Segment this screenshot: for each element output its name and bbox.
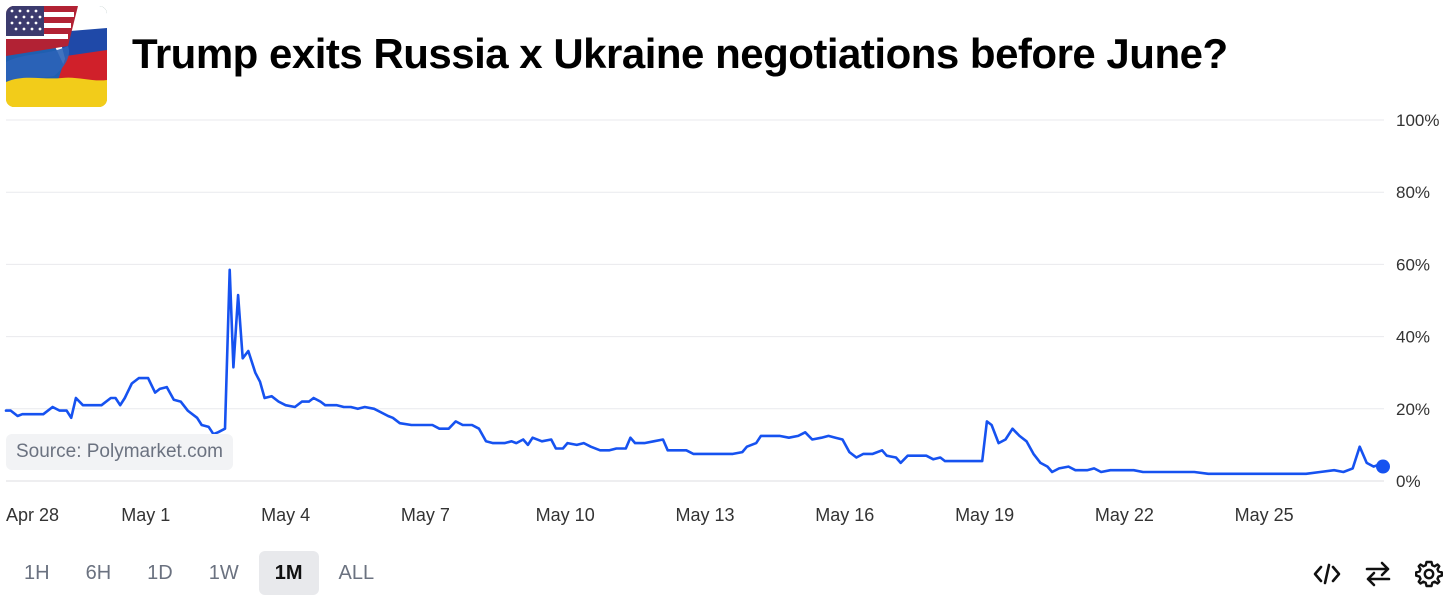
chart-toolbar	[1293, 557, 1446, 591]
x-tick-label: May 19	[955, 505, 1014, 525]
x-tick-label: May 16	[815, 505, 874, 525]
range-tab-6h[interactable]: 6H	[85, 562, 112, 584]
x-tick-label: May 7	[401, 505, 450, 525]
x-tick-label: May 4	[261, 505, 310, 525]
last-point-marker	[1376, 459, 1390, 474]
settings-button[interactable]	[1412, 557, 1446, 591]
market-thumbnail	[6, 6, 107, 107]
chart-header: Trump exits Russia x Ukraine negotiation…	[0, 0, 1456, 112]
x-tick-label: May 1	[121, 505, 170, 525]
flags-image-icon	[6, 6, 107, 107]
x-tick-label: Apr 28	[6, 505, 59, 525]
x-tick-label: May 25	[1235, 505, 1294, 525]
y-tick-label: 20%	[1396, 400, 1430, 419]
settings-gear-icon	[1415, 560, 1443, 588]
page-title: Trump exits Russia x Ukraine negotiation…	[132, 30, 1228, 77]
x-tick-label: May 10	[536, 505, 595, 525]
series-line	[4, 268, 1385, 476]
embed-code-icon	[1313, 563, 1341, 585]
x-tick-label: May 22	[1095, 505, 1154, 525]
embed-button[interactable]	[1310, 557, 1344, 591]
y-tick-label: 80%	[1396, 183, 1430, 202]
range-tab-1w[interactable]: 1W	[208, 562, 239, 584]
swap-arrows-icon	[1365, 561, 1391, 587]
range-tab-1m[interactable]: 1M	[258, 551, 319, 595]
x-tick-label: May 13	[675, 505, 734, 525]
y-tick-label: 60%	[1396, 255, 1430, 274]
source-label: Source: Polymarket.com	[6, 434, 233, 470]
swap-button[interactable]	[1361, 557, 1395, 591]
range-tab-1d[interactable]: 1D	[147, 562, 173, 584]
probability-line-chart: 100% 80% 60% 40% 20% 0% Apr 28 May 1 May 4 May 7…	[4, 111, 1439, 525]
y-tick-label: 100%	[1396, 111, 1439, 130]
time-range-tabs: 1H 6H 1D 1W 1M ALL	[8, 551, 394, 595]
y-tick-label: 0%	[1396, 472, 1421, 491]
y-tick-label: 40%	[1396, 328, 1430, 347]
range-tab-1h[interactable]: 1H	[24, 562, 50, 584]
range-tab-all[interactable]: ALL	[338, 562, 375, 584]
